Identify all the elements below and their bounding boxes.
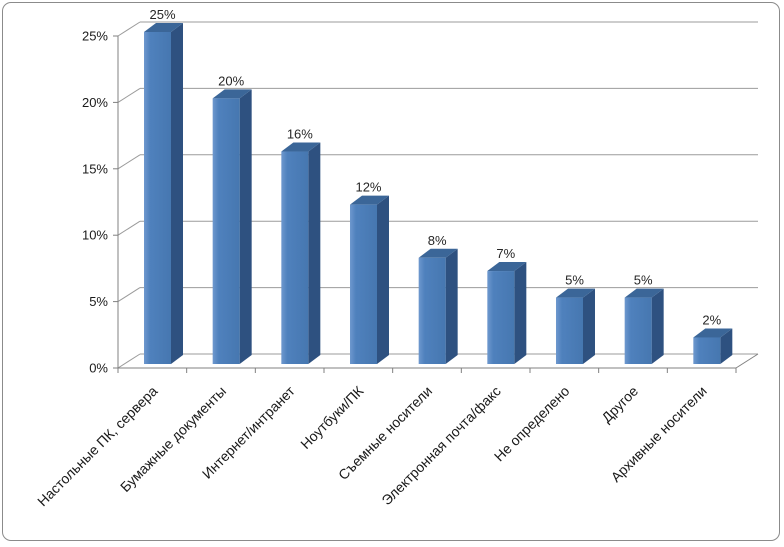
bar-front-face (693, 337, 721, 364)
category-axis-label: Ноутбуки/ПК (297, 382, 367, 452)
value-axis-label: 0% (89, 361, 108, 376)
bar-top-face (418, 248, 458, 258)
bar-side-face (720, 328, 733, 364)
bar-front-face (487, 271, 515, 364)
bar (418, 248, 458, 364)
bar-front-face (555, 297, 583, 364)
bar-side-face (239, 89, 252, 365)
bar-top-face (144, 23, 183, 32)
value-axis-labels: 0% 5% 10% 15% 20% 25% (82, 29, 108, 376)
category-axis-label: Электронная почта/факс (378, 383, 503, 508)
floor-right-edge (735, 353, 759, 369)
bar-top-face (212, 89, 252, 99)
bar (212, 89, 252, 365)
bar-side-face (171, 23, 183, 364)
bar-front-face (281, 151, 309, 364)
gridline-depth-connector (117, 287, 141, 303)
data-label: 25% (149, 7, 175, 22)
bar-top-face (281, 142, 321, 152)
bar-side-face (514, 262, 527, 364)
bar-front-face (418, 257, 446, 364)
bar-front-face (624, 297, 652, 364)
gridline-depth-connector (117, 21, 141, 37)
data-labels: 25% 20% 16% 12% 8% 7% 5% 5% 2% (149, 7, 721, 327)
bar-top-face (624, 288, 664, 298)
bar-front-face (349, 204, 377, 364)
bars (144, 23, 733, 365)
bar-top-face (487, 262, 527, 272)
gridline-depth-connector (117, 87, 141, 103)
value-axis-label: 15% (82, 161, 108, 176)
bar (555, 288, 595, 364)
bar (349, 195, 389, 364)
gridline-depth-connector (117, 353, 141, 369)
value-axis-label: 25% (82, 29, 108, 44)
gridline-depth-connector (117, 154, 141, 170)
bar (693, 328, 733, 364)
bar-top-face (555, 288, 595, 298)
value-axis-label: 10% (82, 228, 108, 243)
bar-side-face (582, 288, 595, 364)
bar-side-face (376, 195, 389, 364)
data-label: 2% (702, 312, 721, 327)
bar-front-face (212, 98, 240, 365)
data-label: 20% (218, 73, 244, 88)
bar (487, 262, 527, 364)
axes (113, 35, 759, 373)
bar-top-face (693, 328, 733, 338)
data-label: 5% (634, 273, 653, 288)
gridline-depth-connector (117, 220, 141, 236)
data-label: 7% (496, 246, 515, 261)
chart-frame (2, 2, 780, 541)
value-axis-label: 5% (89, 294, 108, 309)
category-axis-label: Не определено (491, 383, 573, 465)
bar-front-face (144, 32, 171, 364)
bar (624, 288, 664, 364)
data-label: 12% (355, 180, 381, 195)
data-label: 5% (565, 273, 584, 288)
category-axis-label: Другое (598, 383, 641, 426)
data-label: 8% (428, 233, 447, 248)
bar (144, 23, 183, 364)
bar-top-face (349, 195, 389, 205)
bar-side-face (308, 142, 321, 364)
bar (281, 142, 321, 364)
value-axis-label: 20% (82, 95, 108, 110)
category-axis-label: Настольные ПК, сервера (34, 383, 161, 510)
bar-side-face (651, 288, 664, 364)
bar-side-face (445, 248, 458, 364)
data-label: 16% (287, 127, 313, 142)
